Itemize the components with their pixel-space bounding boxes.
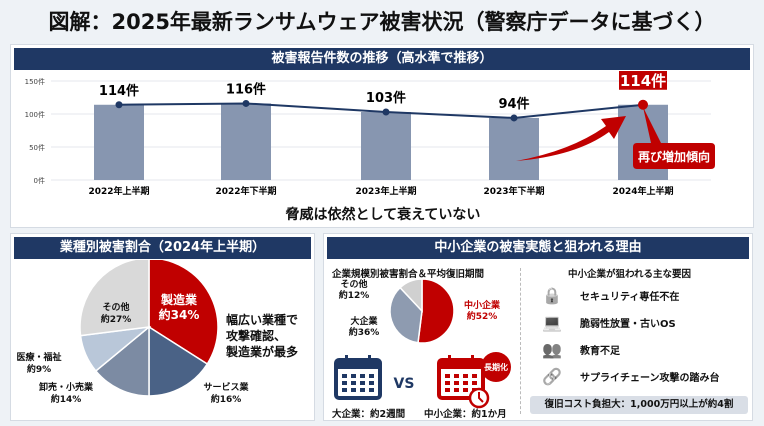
x-tick-label: 2022年上半期	[88, 185, 149, 197]
calendar-clock-icon	[437, 355, 485, 400]
sme-left-subtitle: 企業規模別被害割合＆平均復旧期間	[332, 269, 485, 280]
lock-icon: 🔒	[542, 286, 562, 305]
pie-slice	[389, 286, 423, 344]
bar	[361, 112, 411, 180]
x-tick-label: 2023年上半期	[355, 185, 416, 197]
pie-slice	[417, 278, 455, 344]
reason-text: 教育不足	[580, 346, 620, 357]
y-tick-label: 50件	[29, 143, 45, 152]
reasons-list: 🔒 セキュリティ専任不在 💻 脆弱性放置・古いOS 👥 教育不足 🔗 サプライチェーン攻撃の踏…	[542, 282, 720, 390]
y-tick-label: 100件	[25, 110, 45, 119]
line-point	[382, 108, 390, 116]
pie-slice	[148, 325, 209, 397]
laptop-bug-icon: 💻	[542, 313, 562, 332]
line-point	[242, 99, 250, 107]
increase-arrow-icon	[516, 116, 626, 161]
bar	[94, 104, 144, 180]
sme-recovery-large: 大企業：約2週間	[332, 409, 406, 420]
x-tick-label: 2023年下半期	[483, 185, 544, 197]
sme-header: 中小企業の被害実態と狙われる理由	[327, 237, 749, 259]
reason-item: 👥 教育不足	[542, 336, 720, 363]
divider	[520, 268, 521, 414]
pie-slice	[94, 325, 150, 397]
slice-name: 製造業	[160, 292, 198, 307]
slice-label: 約27%	[101, 313, 132, 325]
reason-text: セキュリティ専任不在	[580, 292, 680, 303]
slice-label: 約36%	[349, 326, 380, 338]
sme-recovery-sme: 中小企業：約1か月	[424, 409, 507, 420]
trend-chart: 0件 50件 100件 150件 2022年上半期 2022年下半期 2023年上半期 202…	[25, 71, 715, 197]
data-label: 103件	[366, 90, 406, 106]
note-line: 製造業が最多	[226, 345, 299, 359]
trend-panel: 被害報告件数の推移（高水準で推移） 0件 50件 100件 150件 2022年上半期 2…	[10, 44, 754, 228]
slice-label: 約14%	[51, 393, 82, 405]
slice-name: その他	[102, 301, 129, 313]
pie-slice	[79, 260, 150, 337]
page-title: 図解：2025年最新ランサムウェア被害状況（警察庁データに基づく）	[48, 10, 716, 34]
reason-text: 脆弱性放置・古いOS	[580, 319, 676, 330]
broken-chain-icon: 🔗	[542, 367, 562, 386]
cost-banner: 復旧コスト負担大：1,000万円以上が約4割	[530, 396, 748, 414]
slice-name: 医療・福祉	[16, 351, 61, 363]
slice-name: 大企業	[350, 315, 378, 327]
callout-bubble	[633, 107, 715, 169]
line-point	[510, 114, 518, 122]
slice-label: 約52%	[467, 310, 498, 322]
industry-header: 業種別被害割合（2024年上半期）	[14, 237, 311, 259]
sme-panel: 中小企業の被害実態と狙われる理由 企業規模別被害割合＆平均復旧期間 中小企業 約5…	[323, 233, 753, 421]
note-line: 攻撃確認、	[226, 329, 287, 343]
people-question-icon: 👥	[542, 340, 562, 359]
reason-item: 🔗 サプライチェーン攻撃の踏み台	[542, 363, 720, 390]
pie-slice	[148, 260, 219, 366]
line-point	[115, 101, 123, 109]
data-label: 94件	[498, 96, 529, 112]
highlight-label-bg	[619, 71, 667, 90]
sme-right-subtitle: 中小企業が狙われる主な要因	[568, 269, 692, 280]
y-tick-label: 0件	[34, 176, 45, 185]
slice-name: 卸売・小売業	[39, 381, 94, 393]
data-label: 114件	[99, 83, 139, 99]
bar	[489, 117, 539, 180]
line-point	[638, 99, 648, 110]
pie-slice	[399, 278, 423, 313]
note-line: 幅広い業種で	[226, 313, 299, 327]
badge-bg	[481, 352, 511, 382]
reason-text: サプライチェーン攻撃の踏み台	[580, 373, 720, 384]
slice-name: サービス業	[203, 381, 249, 393]
x-tick-label: 2022年下半期	[215, 185, 276, 197]
longer-badge: 長期化	[484, 362, 508, 372]
vs-label: VS	[394, 376, 415, 392]
slice-name: その他	[340, 278, 367, 290]
industry-note: 幅広い業種で 攻撃確認、 製造業が最多	[226, 312, 298, 360]
slice-name: 中小企業	[464, 299, 501, 311]
industry-panel: 業種別被害割合（2024年上半期） 製造業 約34% サービス業 約16% 卸売・小売業…	[10, 233, 315, 421]
bar	[221, 103, 271, 180]
trend-caption: 脅威は依然として衰えていない	[285, 207, 481, 223]
slice-label: 約9%	[27, 363, 51, 375]
y-tick-label: 150件	[25, 77, 45, 86]
trend-header: 被害報告件数の推移（高水準で推移）	[14, 48, 750, 70]
data-label: 116件	[226, 81, 266, 97]
reason-item: 🔒 セキュリティ専任不在	[542, 282, 720, 309]
calendar-icon	[334, 355, 382, 400]
slice-label: 約16%	[211, 393, 242, 405]
reason-item: 💻 脆弱性放置・古いOS	[542, 309, 720, 336]
callout-text: 再び増加傾向	[638, 149, 710, 164]
slice-label: 約34%	[159, 307, 200, 322]
x-tick-label: 2024年上半期	[612, 185, 673, 197]
slice-label: 約12%	[339, 289, 370, 301]
data-label: 114件	[620, 72, 666, 90]
